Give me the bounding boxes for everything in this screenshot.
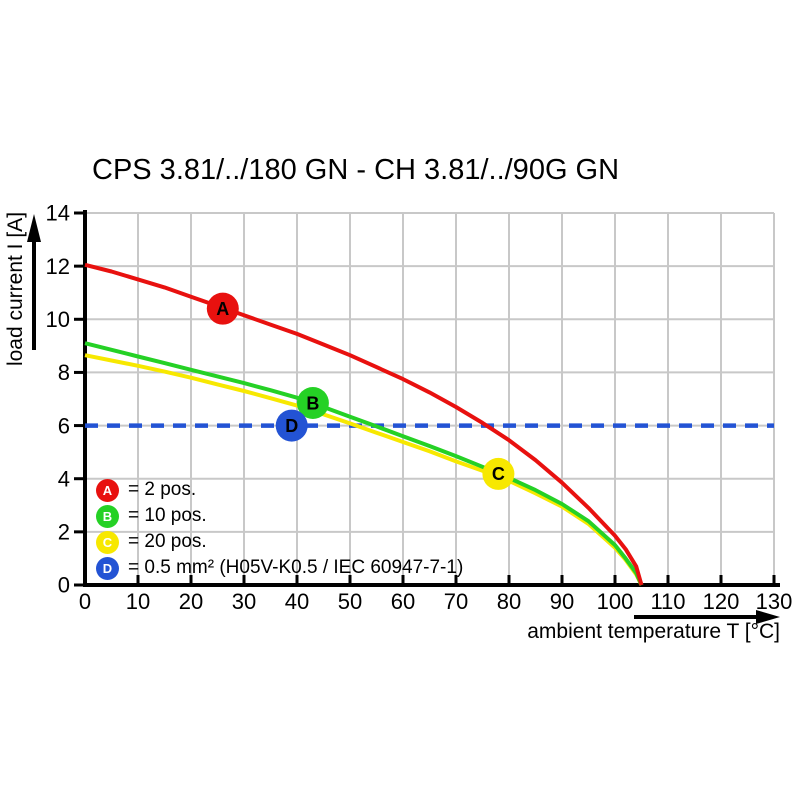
x-tick-label: 60 <box>391 589 415 614</box>
legend-label-b: = 10 pos. <box>128 505 207 526</box>
y-tick-label: 8 <box>58 360 70 385</box>
y-tick-label: 4 <box>58 466 70 491</box>
y-axis-arrow-icon <box>27 214 41 350</box>
x-tick-label: 80 <box>497 589 521 614</box>
x-tick-label: 100 <box>597 589 634 614</box>
legend-label-d: = 0.5 mm² (H05V-K0.5 / IEC 60947-7-1) <box>128 557 464 578</box>
curve-A <box>84 262 644 586</box>
x-tick-label: 0 <box>79 589 91 614</box>
legend-letter-b: B <box>102 508 113 524</box>
x-tick-label: 130 <box>756 589 793 614</box>
legend-letter-d: D <box>102 560 113 576</box>
chart-title: CPS 3.81/../180 GN - CH 3.81/../90G GN <box>92 154 620 186</box>
legend-item-d: D = 0.5 mm² (H05V-K0.5 / IEC 60947-7-1) <box>96 555 463 581</box>
marker-letter-a: A <box>216 299 229 319</box>
x-tick-label: 90 <box>550 589 574 614</box>
y-tick-label: 14 <box>46 201 70 226</box>
marker-letter-b: B <box>306 393 319 413</box>
legend-marker-b-icon: B <box>96 504 119 528</box>
curve-C <box>84 353 644 586</box>
x-tick-label: 120 <box>703 589 740 614</box>
x-axis-label: ambient temperature T [°C] <box>527 620 780 643</box>
legend-marker-c-icon: C <box>96 530 119 554</box>
x-tick-label: 70 <box>444 589 468 614</box>
x-tick-label: 20 <box>179 589 203 614</box>
x-tick-label: 30 <box>232 589 256 614</box>
legend-marker-a-icon: A <box>96 478 119 502</box>
legend-marker-d-icon: D <box>96 556 119 580</box>
marker-letter-d: D <box>285 416 298 436</box>
x-tick-label: 10 <box>126 589 150 614</box>
curve-B <box>84 341 644 586</box>
legend-letter-c: C <box>102 534 113 550</box>
legend-label-c: = 20 pos. <box>128 531 207 552</box>
legend-item-b: B = 10 pos. <box>96 503 463 529</box>
marker-a-icon <box>206 292 239 325</box>
legend-item-c: C = 20 pos. <box>96 529 463 555</box>
marker-c-icon <box>482 457 515 490</box>
marker-b-icon <box>296 386 329 419</box>
y-tick-label: 12 <box>46 254 70 279</box>
y-tick-label: 10 <box>46 307 70 332</box>
y-tick-label: 2 <box>58 520 70 545</box>
x-tick-label: 50 <box>338 589 362 614</box>
x-tick-label: 110 <box>650 589 685 614</box>
legend-label-a: = 2 pos. <box>128 479 197 500</box>
y-tick-label: 6 <box>58 413 70 438</box>
marker-d-icon <box>275 409 308 442</box>
legend-item-a: A = 2 pos. <box>96 477 463 503</box>
y-tick-label: 0 <box>58 573 70 598</box>
x-tick-label: 40 <box>285 589 309 614</box>
x-axis-arrow-icon <box>634 610 780 624</box>
legend-letter-a: A <box>102 482 113 498</box>
legend: A = 2 pos. B = 10 pos. C = 20 pos. D = 0… <box>96 477 463 581</box>
marker-letter-c: C <box>492 464 505 484</box>
